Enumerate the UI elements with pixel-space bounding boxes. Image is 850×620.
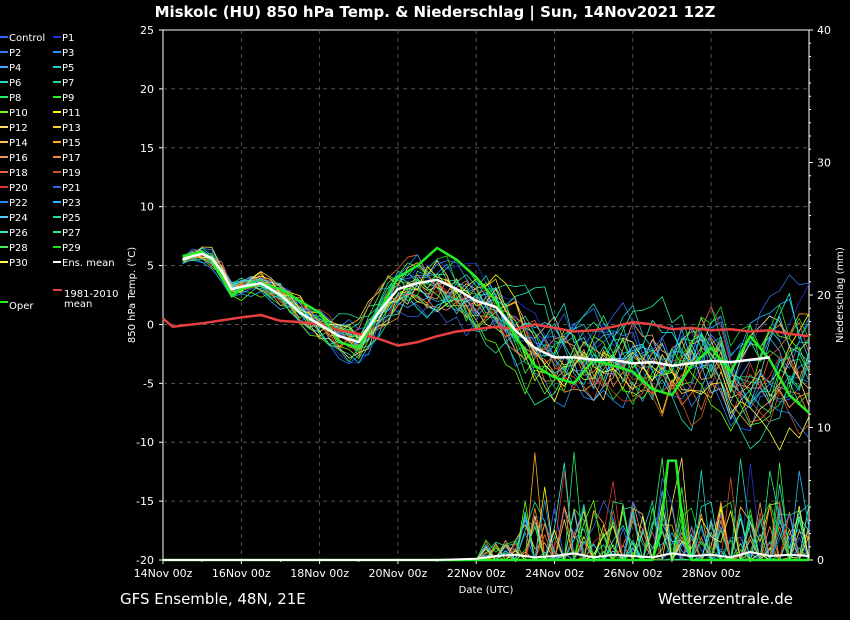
y-axis-ticks: 25 20 15 10 5 0 -5 -10 -15 -20 — [136, 24, 163, 567]
legend-entry: P30 — [9, 258, 28, 269]
member-line-p26 — [182, 253, 810, 392]
legend-entry: P17 — [62, 153, 81, 164]
chart-title: Miskolc (HU) 850 hPa Temp. & Niederschla… — [155, 3, 716, 22]
legend-entry: Ens. mean — [62, 258, 115, 269]
y-tick-label: -20 — [136, 554, 154, 567]
legend-entry: Control — [9, 33, 45, 44]
legend-entry: P16 — [9, 153, 28, 164]
legend-entry: P3 — [62, 48, 74, 59]
x-tick-label: 18Nov 00z — [290, 567, 349, 580]
legend-entry: P19 — [62, 168, 81, 179]
legend-entry: P4 — [9, 63, 21, 74]
y-tick-label: 0 — [147, 318, 154, 331]
grid-lines — [163, 30, 809, 560]
y-axis-label: 850 hPa Temp. (°C) — [127, 247, 138, 343]
x-tick-label: 22Nov 00z — [447, 567, 506, 580]
ens-mean-precip-line — [163, 551, 810, 561]
legend-entry-climate: 1981-2010 — [64, 289, 119, 300]
legend-entry: P1 — [62, 33, 74, 44]
y2-tick-label: 40 — [817, 24, 831, 37]
legend-entry: P9 — [62, 93, 74, 104]
ens-mean-line — [182, 252, 770, 367]
member-line-p30 — [182, 252, 810, 451]
footer-source: Wetterzentrale.de — [658, 590, 793, 608]
member-line-p29 — [182, 250, 810, 406]
legend-entry: P25 — [62, 213, 81, 224]
y-tick-label: -15 — [136, 495, 154, 508]
y-tick-label: -10 — [136, 436, 154, 449]
x-tick-label: 28Nov 00z — [682, 567, 741, 580]
legend-entry-oper: Oper — [9, 301, 34, 312]
y-tick-label: 15 — [140, 142, 154, 155]
legend-entry: P23 — [62, 198, 81, 209]
highlight-series — [162, 246, 810, 414]
y2-tick-label: 10 — [817, 422, 831, 435]
legend-entry: P27 — [62, 228, 81, 239]
y2-tick-label: 0 — [817, 554, 824, 567]
x-axis-ticks: 14Nov 00z 16Nov 00z 18Nov 00z 20Nov 00z 22No… — [134, 560, 751, 580]
member-line-p1 — [182, 251, 810, 399]
x-axis-label: Date (UTC) — [459, 585, 514, 596]
legend-entry: P29 — [62, 243, 81, 254]
y2-tick-label: 30 — [817, 157, 831, 170]
member-line-p28 — [182, 250, 810, 426]
legend-entry: P8 — [9, 93, 21, 104]
y-tick-label: 25 — [140, 24, 154, 37]
y2-axis-ticks: 40 30 20 10 0 — [809, 24, 831, 567]
legend-entry: P12 — [9, 123, 28, 134]
x-tick-label: 24Nov 00z — [525, 567, 584, 580]
member-line-p27 — [182, 258, 810, 406]
legend-entry: P2 — [9, 48, 21, 59]
y-tick-label: 20 — [140, 83, 154, 96]
climate-mean-line — [162, 313, 810, 347]
x-tick-label: 26Nov 00z — [603, 567, 662, 580]
legend-entry: P22 — [9, 198, 28, 209]
legend-entry: P15 — [62, 138, 81, 149]
footer-model: GFS Ensemble, 48N, 21E — [120, 590, 306, 608]
legend-entry: P20 — [9, 183, 28, 194]
y-tick-label: 5 — [147, 260, 154, 273]
member-line-p11 — [182, 254, 810, 404]
legend: Control P1 P2 P3 P4 P5 P6 P7 P8 P9 P10 P11 P12 P13 P14… — [0, 33, 119, 312]
oper-precip-line — [163, 459, 809, 562]
x-tick-label: 14Nov 00z — [134, 567, 193, 580]
member-line-p25 — [182, 251, 810, 405]
legend-entry-climate: mean — [64, 299, 92, 310]
legend-entry: P13 — [62, 123, 81, 134]
legend-entry: P6 — [9, 78, 21, 89]
x-tick-label: 20Nov 00z — [369, 567, 428, 580]
y2-tick-label: 20 — [817, 289, 831, 302]
precipitation-series — [163, 459, 810, 562]
legend-entry: P11 — [62, 108, 81, 119]
legend-entry: P26 — [9, 228, 28, 239]
legend-entry: P10 — [9, 108, 28, 119]
legend-entry: P28 — [9, 243, 28, 254]
legend-entry: P14 — [9, 138, 28, 149]
y2-axis-label: Niederschlag (mm) — [835, 247, 846, 343]
legend-entry: P21 — [62, 183, 81, 194]
legend-entry: P7 — [62, 78, 74, 89]
x-tick-label: 16Nov 00z — [212, 567, 271, 580]
legend-entry: P24 — [9, 213, 28, 224]
y-tick-label: 10 — [140, 201, 154, 214]
y-tick-label: -5 — [143, 377, 154, 390]
legend-entry: P5 — [62, 63, 74, 74]
legend-entry: P18 — [9, 168, 28, 179]
